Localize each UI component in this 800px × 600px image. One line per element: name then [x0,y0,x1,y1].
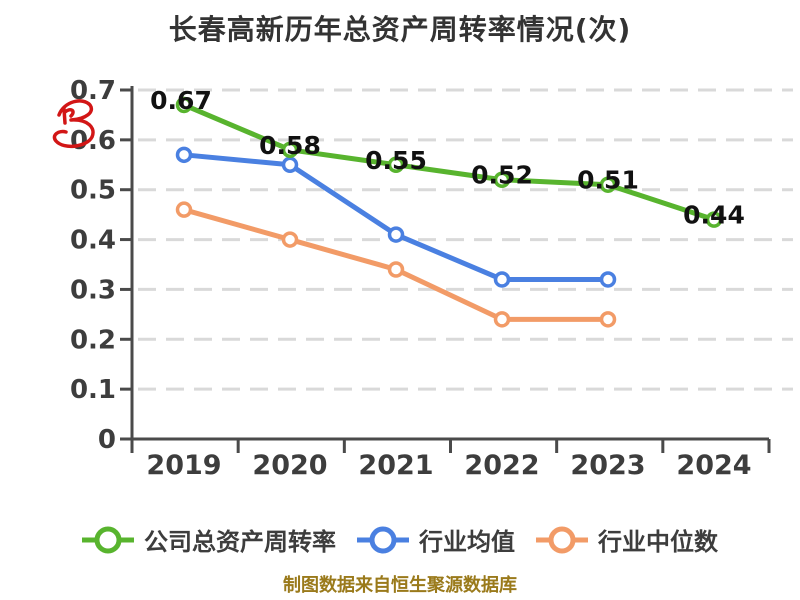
legend-label: 公司总资产周转率 [144,528,336,556]
svg-text:2022: 2022 [464,450,539,481]
legend: 公司总资产周转率 行业均值 行业中位数 [0,522,800,557]
data-source-note: 制图数据来自恒生聚源数据库 [283,575,517,596]
svg-text:2019: 2019 [146,450,221,481]
legend-item-industry-median: 行业中位数 [536,522,718,557]
legend-marker-orange-icon [536,526,588,553]
red-watermark-icon [52,99,95,149]
svg-text:0.4: 0.4 [70,226,116,256]
svg-text:0.55: 0.55 [365,146,427,175]
svg-text:0.2: 0.2 [70,325,116,355]
svg-text:0.51: 0.51 [577,166,639,195]
data-labels: 0.67 0.58 0.55 0.52 0.51 0.44 [150,86,745,230]
series-0 [175,96,723,228]
svg-text:0.5: 0.5 [70,176,116,206]
series-2 [175,201,617,328]
svg-text:0.3: 0.3 [70,275,116,305]
svg-text:2023: 2023 [570,450,645,481]
x-axis-labels: 2019 2020 2021 2022 2023 2024 [146,450,751,481]
series-1 [175,146,617,288]
legend-item-company-turnover: 公司总资产周转率 [82,522,336,557]
svg-text:2021: 2021 [358,450,433,481]
svg-text:2020: 2020 [252,450,327,481]
svg-text:0.58: 0.58 [259,131,321,160]
svg-text:0.67: 0.67 [150,86,212,115]
svg-text:2024: 2024 [676,450,751,481]
legend-item-industry-mean: 行业均值 [357,522,515,557]
gridlines [138,88,793,391]
svg-text:0.1: 0.1 [70,375,116,405]
legend-marker-green-icon [82,526,134,553]
chart-title: 长春高新历年总资产周转率情况(次) [168,13,632,46]
svg-text:0: 0 [98,425,116,455]
y-axis-labels: 00.10.20.30.40.50.60.7 [70,76,116,455]
axes [120,86,771,453]
legend-marker-blue-icon [357,526,409,553]
legend-label: 行业均值 [419,528,515,556]
svg-text:0.44: 0.44 [683,201,745,230]
legend-label: 行业中位数 [598,528,718,556]
svg-text:0.52: 0.52 [471,161,533,190]
